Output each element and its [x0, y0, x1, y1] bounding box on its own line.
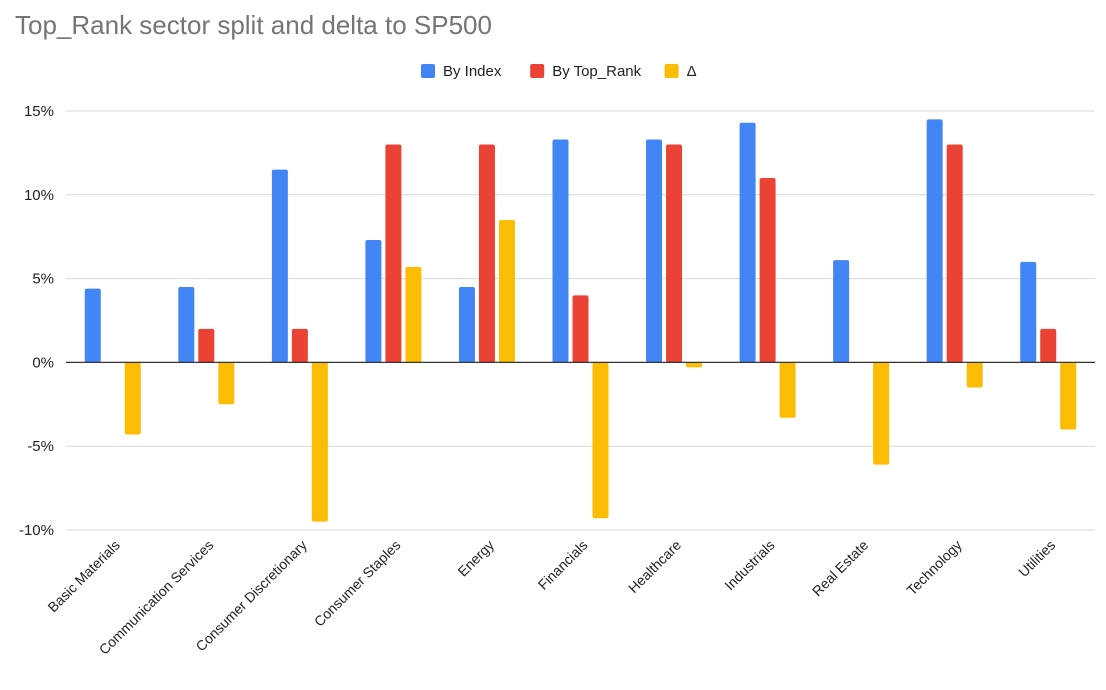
bar-delta-healthcare	[686, 362, 703, 368]
bar-delta-financials	[592, 362, 609, 519]
bar-delta-industrials	[779, 362, 796, 418]
bar-delta-real-estate	[873, 362, 890, 465]
legend-swatch-delta	[664, 64, 679, 78]
bar-delta-utilities	[1060, 362, 1077, 430]
bar-delta-consumer-staples	[405, 266, 422, 363]
bar-by-index-technology	[926, 119, 943, 363]
bar-by-top-rank-consumer-staples	[385, 144, 402, 363]
bar-by-index-consumer-staples	[365, 240, 382, 363]
bar-by-index-basic-materials	[84, 288, 101, 363]
x-tick-label: Energy	[454, 537, 497, 580]
legend-label-delta: Δ	[687, 63, 697, 80]
bar-by-top-rank-industrials	[759, 178, 776, 363]
bar-by-index-industrials	[739, 122, 756, 363]
y-tick-label: -10%	[19, 522, 54, 539]
x-tick-label: Consumer Staples	[311, 537, 404, 630]
legend-swatch-by-top-rank	[530, 64, 545, 78]
legend-swatch-by-index	[421, 64, 435, 78]
bar-by-top-rank-utilities	[1040, 328, 1057, 363]
chart-title: Top_Rank sector split and delta to SP500	[15, 10, 492, 40]
bar-by-top-rank-financials	[572, 295, 589, 363]
bar-delta-communication-services	[218, 362, 235, 405]
bar-by-index-real-estate	[833, 260, 850, 363]
bar-by-top-rank-healthcare	[666, 144, 683, 363]
x-tick-label: Basic Materials	[44, 537, 122, 615]
y-tick-label: 0%	[32, 354, 54, 371]
bar-by-top-rank-communication-services	[198, 328, 215, 363]
legend-label-by-top-rank: By Top_Rank	[552, 63, 641, 80]
y-tick-label: -5%	[27, 438, 54, 455]
bar-delta-consumer-discretionary	[311, 362, 328, 522]
bar-by-index-consumer-discretionary	[271, 169, 288, 363]
y-tick-label: 15%	[24, 103, 54, 120]
bar-by-top-rank-technology	[946, 144, 963, 363]
bar-delta-energy	[498, 219, 515, 363]
x-tick-label: Technology	[903, 537, 964, 598]
bar-by-index-financials	[552, 139, 569, 363]
x-tick-label: Healthcare	[625, 537, 684, 596]
bar-delta-technology	[966, 362, 983, 388]
y-tick-label: 10%	[24, 187, 54, 204]
x-tick-label: Real Estate	[809, 537, 872, 600]
bar-by-top-rank-consumer-discretionary	[291, 328, 308, 363]
bar-by-top-rank-energy	[478, 144, 495, 363]
bar-delta-basic-materials	[124, 362, 141, 435]
bar-by-index-utilities	[1020, 261, 1037, 363]
bar-by-index-healthcare	[646, 139, 663, 363]
legend-label-by-index: By Index	[443, 63, 502, 80]
bar-by-index-communication-services	[178, 286, 195, 363]
x-tick-label: Utilities	[1015, 537, 1058, 580]
x-tick-label: Financials	[535, 537, 591, 593]
bar-by-index-energy	[458, 286, 475, 363]
y-tick-label: 5%	[32, 271, 54, 288]
x-tick-label: Industrials	[721, 537, 777, 593]
